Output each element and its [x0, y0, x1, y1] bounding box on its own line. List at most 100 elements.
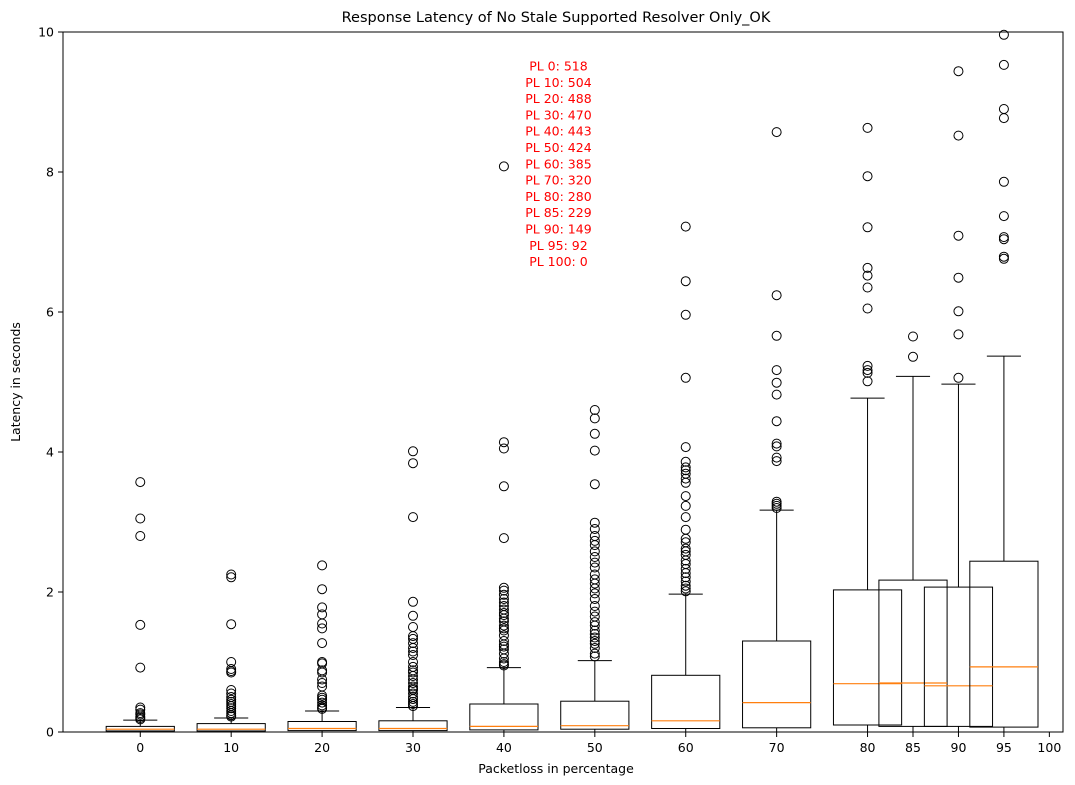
outlier-point [498, 597, 509, 608]
outlier-point [498, 594, 509, 604]
outlier-point [408, 694, 418, 705]
box-iqr [287, 721, 357, 732]
x-tick-label: 60 [678, 740, 694, 755]
box-group-0 [105, 477, 175, 733]
annotation-line: PL 20: 488 [525, 91, 591, 106]
outlier-point [998, 253, 1009, 264]
outlier-point [680, 533, 691, 544]
outlier-point [589, 636, 600, 646]
outlier-point [408, 458, 418, 469]
outlier-point [408, 646, 418, 657]
outlier-point [680, 500, 691, 511]
outlier-point [589, 617, 600, 628]
outlier-point [589, 648, 600, 659]
outlier-point [408, 701, 418, 712]
outlier-point [771, 290, 782, 301]
outlier-point [589, 552, 600, 562]
outlier-point [953, 306, 964, 317]
x-tick-label: 10 [223, 740, 239, 755]
x-axis-label: Packetloss in percentage [478, 761, 634, 776]
outlier-point [680, 491, 691, 502]
outlier-point [589, 638, 600, 649]
outlier-point [408, 596, 418, 607]
outlier-point [317, 703, 328, 714]
outlier-point [589, 643, 600, 653]
outlier-point [135, 662, 146, 673]
x-tick-label: 70 [769, 740, 785, 755]
outlier-point [317, 623, 328, 634]
outlier-point [680, 543, 691, 554]
outlier-point [498, 641, 509, 652]
annotation-line: PL 100: 0 [529, 254, 588, 269]
outlier-point [953, 130, 964, 141]
outlier-point [680, 576, 691, 587]
outlier-point [589, 601, 600, 611]
outlier-point [226, 685, 237, 695]
box-iqr [969, 560, 1039, 728]
outlier-point [317, 667, 328, 678]
outlier-point [589, 535, 600, 546]
outlier-point [589, 405, 600, 415]
outlier-point [908, 351, 918, 362]
outlier-point [771, 365, 782, 376]
annotation-line: PL 60: 385 [525, 156, 591, 171]
box-iqr [560, 700, 630, 730]
outlier-point [998, 211, 1009, 222]
annotation-line: PL 30: 470 [525, 107, 591, 122]
outlier-point [589, 562, 600, 573]
box-group-70 [742, 127, 812, 733]
outlier-point [953, 272, 964, 283]
outlier-point [408, 610, 418, 621]
outlier-point [998, 113, 1009, 124]
outlier-point [862, 376, 873, 387]
outlier-point [498, 582, 509, 593]
outlier-point [498, 589, 509, 600]
outlier-point [589, 588, 600, 599]
outlier-point [862, 171, 873, 182]
outlier-point [317, 674, 328, 685]
x-tick-label: 0 [136, 740, 144, 755]
outlier-point [771, 503, 782, 513]
annotation-line: PL 70: 320 [525, 173, 591, 188]
outlier-point [680, 309, 691, 320]
box-iqr [378, 720, 448, 732]
outlier-point [771, 377, 782, 388]
outlier-point [862, 360, 873, 371]
box-iqr [651, 674, 721, 729]
outlier-point [317, 602, 328, 613]
outlier-point [498, 620, 509, 631]
outlier-point [408, 678, 418, 688]
outlier-point [408, 650, 418, 660]
y-tick-label: 4 [46, 445, 54, 460]
outlier-point [589, 625, 600, 636]
outlier-point [317, 697, 328, 708]
outlier-point [498, 481, 509, 492]
outlier-point [680, 563, 691, 574]
outlier-point [498, 648, 509, 659]
x-tick-label: 100 [1037, 740, 1061, 755]
outlier-point [498, 613, 509, 624]
outlier-point [408, 671, 418, 681]
outlier-point [771, 416, 782, 427]
outlier-point [680, 580, 691, 591]
box-iqr [832, 589, 903, 726]
annotation-line: PL 90: 149 [525, 222, 591, 237]
outlier-point [498, 585, 509, 596]
outlier-point [953, 66, 964, 77]
outlier-point [408, 638, 418, 649]
outlier-point [589, 524, 600, 534]
x-tick-label: 30 [405, 740, 421, 755]
outlier-point [498, 161, 509, 172]
outlier-point [317, 618, 328, 629]
outlier-point [771, 438, 782, 449]
outlier-point [908, 331, 918, 342]
outlier-point [680, 465, 691, 476]
outlier-point [589, 629, 600, 639]
outlier-point [998, 234, 1009, 245]
outlier-point [135, 704, 146, 715]
outlier-point [862, 122, 873, 133]
outlier-point [498, 443, 509, 454]
outlier-point [589, 651, 600, 662]
